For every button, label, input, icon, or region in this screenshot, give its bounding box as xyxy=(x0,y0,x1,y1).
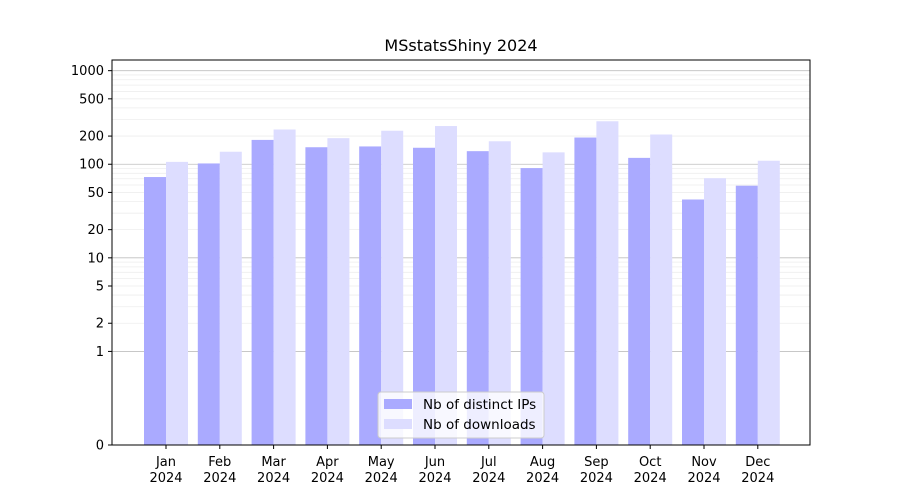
x-tick-label-month: Dec xyxy=(745,455,770,470)
x-tick-label-year: 2024 xyxy=(526,471,559,486)
bar-distinct-ips xyxy=(144,177,166,446)
x-tick-label-year: 2024 xyxy=(365,471,398,486)
x-tick-label-year: 2024 xyxy=(687,471,720,486)
x-tick-label-month: Aug xyxy=(530,455,555,470)
bar-downloads xyxy=(327,138,350,446)
y-tick-label: 1000 xyxy=(71,64,104,79)
bar-downloads xyxy=(166,161,188,445)
y-tick-label: 50 xyxy=(87,186,104,201)
x-tick-label-month: Jun xyxy=(424,455,445,470)
bar-downloads xyxy=(273,129,296,445)
bars-layer xyxy=(144,121,780,446)
x-tick-label-month: Jan xyxy=(155,455,176,470)
bar-downloads xyxy=(704,178,726,445)
legend-label: Nb of distinct IPs xyxy=(423,397,536,413)
x-tick-label-month: Nov xyxy=(691,455,717,470)
bar-downloads xyxy=(650,134,673,445)
x-tick-label-month: Apr xyxy=(316,455,339,470)
bar-downloads xyxy=(596,121,619,445)
x-tick-label-year: 2024 xyxy=(580,471,613,486)
x-tick-label-year: 2024 xyxy=(257,471,290,486)
y-tick-label: 100 xyxy=(79,158,104,173)
bar-downloads xyxy=(488,141,511,446)
x-tick-label-year: 2024 xyxy=(203,471,236,486)
bar-distinct-ips xyxy=(520,168,543,445)
legend-swatch xyxy=(384,419,412,429)
bar-distinct-ips xyxy=(735,185,758,446)
x-tick-label-year: 2024 xyxy=(311,471,344,486)
bar-distinct-ips xyxy=(359,146,382,446)
plot-frame xyxy=(111,59,811,446)
bar-distinct-ips xyxy=(628,157,651,446)
x-tick-label-month: Sep xyxy=(584,455,609,470)
legend-swatch xyxy=(384,399,412,409)
x-tick-label-month: Oct xyxy=(639,455,661,470)
bar-distinct-ips xyxy=(466,151,489,446)
y-tick-label: 5 xyxy=(96,280,104,295)
y-tick-label: 1 xyxy=(96,345,104,360)
legend-box xyxy=(377,391,545,439)
legend-label: Nb of downloads xyxy=(423,417,536,433)
bar-downloads xyxy=(219,151,242,445)
y-tick-label: 500 xyxy=(79,92,104,107)
axes-layer: 01251020501002005001000Jan2024Feb2024Mar… xyxy=(71,59,811,486)
x-tick-label-year: 2024 xyxy=(472,471,505,486)
x-tick-label-year: 2024 xyxy=(634,471,667,486)
bar-distinct-ips xyxy=(682,199,704,445)
chart-title: MSstatsShiny 2024 xyxy=(384,36,537,55)
bar-distinct-ips xyxy=(197,163,220,445)
bar-distinct-ips xyxy=(413,147,435,445)
y-tick-label: 2 xyxy=(96,317,104,332)
x-tick-label-month: May xyxy=(368,455,395,470)
bar-downloads xyxy=(381,130,404,445)
x-tick-label-month: Jul xyxy=(480,455,497,470)
x-tick-label-month: Feb xyxy=(208,455,231,470)
y-tick-label: 0 xyxy=(96,439,104,454)
y-tick-label: 200 xyxy=(79,130,104,145)
bar-distinct-ips xyxy=(305,147,328,445)
bar-distinct-ips xyxy=(251,139,274,445)
x-tick-label-year: 2024 xyxy=(418,471,451,486)
legend: Nb of distinct IPs Nb of downloads xyxy=(377,391,545,439)
bar-downloads xyxy=(757,160,780,446)
bar-downloads xyxy=(435,126,457,446)
bar-downloads xyxy=(542,152,565,445)
x-tick-label-year: 2024 xyxy=(149,471,182,486)
y-tick-label: 20 xyxy=(87,223,104,238)
y-tick-label: 10 xyxy=(87,251,104,266)
x-tick-label-year: 2024 xyxy=(741,471,774,486)
bar-distinct-ips xyxy=(574,137,597,446)
x-tick-label-month: Mar xyxy=(261,455,286,470)
